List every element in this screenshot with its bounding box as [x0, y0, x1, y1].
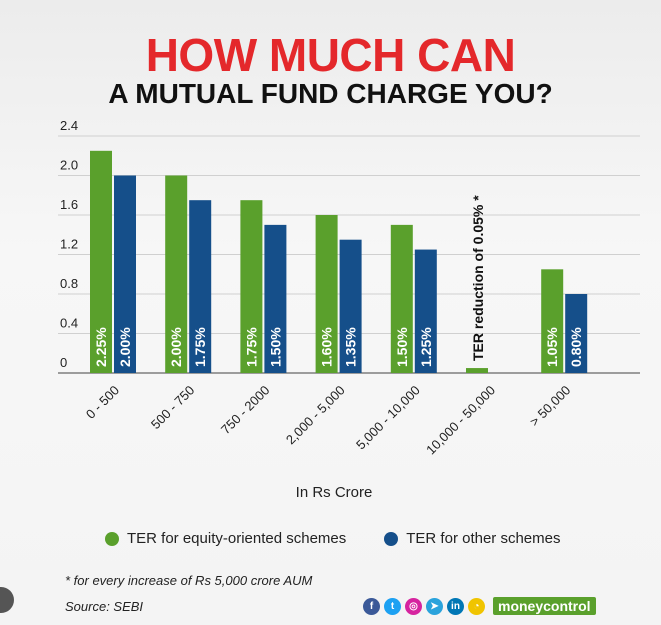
bar	[240, 200, 263, 373]
bar	[264, 224, 287, 373]
y-tick-label: 1.6	[60, 197, 78, 212]
x-tick-label: 10,000 - 50,000	[423, 383, 498, 458]
legend-label-equity: TER for equity-oriented schemes	[127, 530, 347, 547]
bar	[339, 239, 362, 373]
bar	[541, 269, 564, 373]
bar-value-label: 1.05%	[544, 327, 560, 367]
x-axis-ticks: 0 - 500 500 - 750 750 - 2000 2,000 - 5,000 5…	[83, 383, 573, 458]
snapchat-icon[interactable]: ◔	[468, 597, 485, 615]
y-tick-label: 1.2	[60, 237, 78, 252]
social-icons: f t ◎ ➤ in ◔ moneycontrol	[363, 597, 596, 615]
bar-value-label: 1.60%	[319, 327, 335, 367]
y-axis-ticks: 0 0.4 0.8 1.2 1.6 2.0 2.4	[60, 118, 78, 370]
x-tick-label: 750 - 2000	[218, 383, 273, 438]
bars: 2.25% 2.00% 2.00% 1.75% 1.75% 1.50% 1.60% 1.35%…	[90, 150, 588, 373]
linkedin-icon[interactable]: in	[447, 597, 464, 615]
x-tick-label: 2,000 - 5,000	[283, 383, 348, 448]
bar	[189, 200, 212, 373]
brand-logo: moneycontrol	[493, 597, 596, 615]
twitter-icon[interactable]: t	[384, 597, 401, 615]
legend: TER for equity-oriented schemes TER for …	[105, 530, 560, 547]
bar	[466, 368, 488, 373]
y-tick-label: 0.8	[60, 276, 78, 291]
bar	[390, 224, 413, 373]
y-tick-label: 2.0	[60, 158, 78, 173]
title-line-1: HOW MUCH CAN	[145, 29, 516, 81]
bar-chart: 0 0.4 0.8 1.2 1.6 2.0 2.4 2.25% 2.00% 2.00% 1.75%…	[58, 118, 640, 501]
title-line-2: A MUTUAL FUND CHARGE YOU?	[108, 78, 553, 109]
facebook-icon[interactable]: f	[363, 597, 380, 615]
bar	[315, 215, 338, 373]
x-tick-label: 0 - 500	[83, 383, 122, 422]
x-tick-label: 5,000 - 10,000	[353, 383, 423, 453]
bar	[90, 150, 112, 373]
telegram-icon[interactable]: ➤	[426, 597, 443, 615]
bar-value-label: 0.80%	[568, 327, 584, 367]
edge-tab[interactable]	[0, 587, 14, 613]
bar	[565, 294, 588, 373]
bar-value-label: 2.00%	[168, 327, 184, 367]
legend-label-other: TER for other schemes	[406, 530, 561, 547]
y-tick-label: 2.4	[60, 118, 78, 133]
annotation: TER reduction of 0.05% *	[470, 195, 486, 361]
x-tick-label: > 50,000	[527, 383, 574, 430]
bar-value-label: 1.50%	[267, 327, 283, 367]
y-tick-label: 0.4	[60, 316, 78, 331]
bar-value-label: 1.25%	[418, 327, 434, 367]
bar	[114, 175, 136, 373]
instagram-icon[interactable]: ◎	[405, 597, 422, 615]
footnote: * for every increase of Rs 5,000 crore A…	[65, 573, 313, 588]
bar-value-label: 1.50%	[394, 327, 410, 367]
bar-value-label: 2.25%	[93, 327, 109, 367]
bar-value-label: 1.35%	[343, 327, 359, 367]
legend-swatch-equity	[105, 531, 119, 546]
bar-value-label: 2.00%	[117, 327, 133, 367]
x-tick-label: 500 - 750	[148, 383, 197, 432]
bar-value-label: 1.75%	[243, 327, 259, 367]
legend-swatch-other	[384, 531, 399, 546]
x-axis-label: In Rs Crore	[296, 484, 373, 501]
bar	[165, 175, 188, 373]
y-tick-label: 0	[60, 355, 67, 370]
source: Source: SEBI	[65, 599, 144, 614]
bar	[414, 249, 437, 373]
bar-value-label: 1.75%	[192, 327, 208, 367]
